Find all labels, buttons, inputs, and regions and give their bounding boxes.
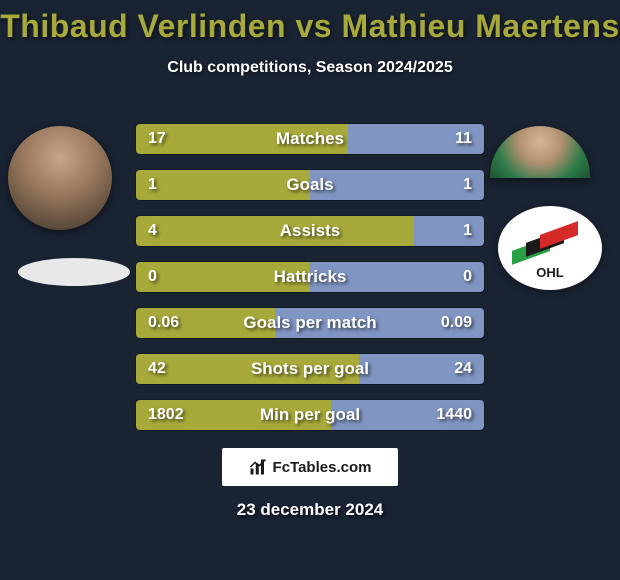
value-right: 0.09: [441, 308, 472, 338]
value-right: 1: [463, 216, 472, 246]
stat-row: 00Hattricks: [136, 262, 484, 292]
value-right: 24: [454, 354, 472, 384]
bar-left: [136, 216, 414, 246]
bar-right: [310, 262, 484, 292]
player-right-avatar: [490, 126, 590, 178]
value-right: 0: [463, 262, 472, 292]
brand-text: FcTables.com: [273, 459, 372, 476]
page-title: Thibaud Verlinden vs Mathieu Maertens: [0, 0, 620, 45]
stat-row: 1711Matches: [136, 124, 484, 154]
value-left: 0.06: [148, 308, 179, 338]
value-right: 1: [463, 170, 472, 200]
club-label: OHL: [512, 265, 588, 280]
bar-right: [414, 216, 484, 246]
stat-row: 11Goals: [136, 170, 484, 200]
stat-row: 0.060.09Goals per match: [136, 308, 484, 338]
value-left: 1: [148, 170, 157, 200]
subtitle: Club competitions, Season 2024/2025: [0, 59, 620, 77]
player-left-avatar: [8, 126, 112, 230]
value-left: 42: [148, 354, 166, 384]
stat-row: 41Assists: [136, 216, 484, 246]
stats-rows: 1711Matches11Goals41Assists00Hattricks0.…: [136, 124, 484, 446]
chart-icon: [249, 458, 267, 476]
player-left-club-placeholder: [18, 258, 130, 286]
bar-left: [136, 124, 348, 154]
value-right: 1440: [436, 400, 472, 430]
value-left: 0: [148, 262, 157, 292]
brand-badge: FcTables.com: [222, 448, 398, 486]
stat-row: 4224Shots per goal: [136, 354, 484, 384]
value-left: 1802: [148, 400, 184, 430]
value-left: 4: [148, 216, 157, 246]
bar-right: [310, 170, 484, 200]
date-text: 23 december 2024: [0, 500, 620, 520]
bar-left: [136, 354, 359, 384]
stat-row: 18021440Min per goal: [136, 400, 484, 430]
value-right: 11: [455, 124, 472, 154]
player-right-club-logo: OHL: [498, 206, 602, 290]
bar-left: [136, 262, 310, 292]
bar-left: [136, 170, 310, 200]
value-left: 17: [148, 124, 166, 154]
